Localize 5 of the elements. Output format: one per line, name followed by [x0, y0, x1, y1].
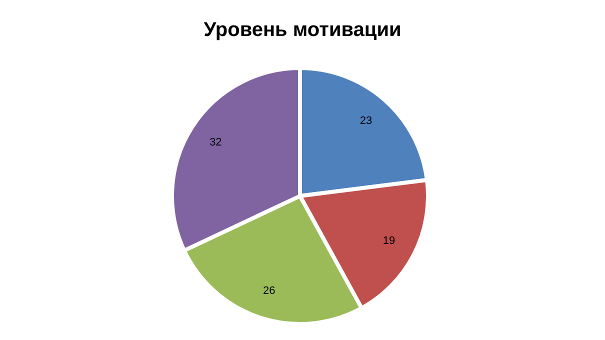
data-label: 19 — [382, 235, 396, 248]
data-label: 26 — [263, 284, 276, 297]
data-label: 23 — [360, 115, 372, 128]
chart-title: Уровень мотивации — [204, 19, 402, 41]
data-label: 32 — [210, 136, 222, 148]
